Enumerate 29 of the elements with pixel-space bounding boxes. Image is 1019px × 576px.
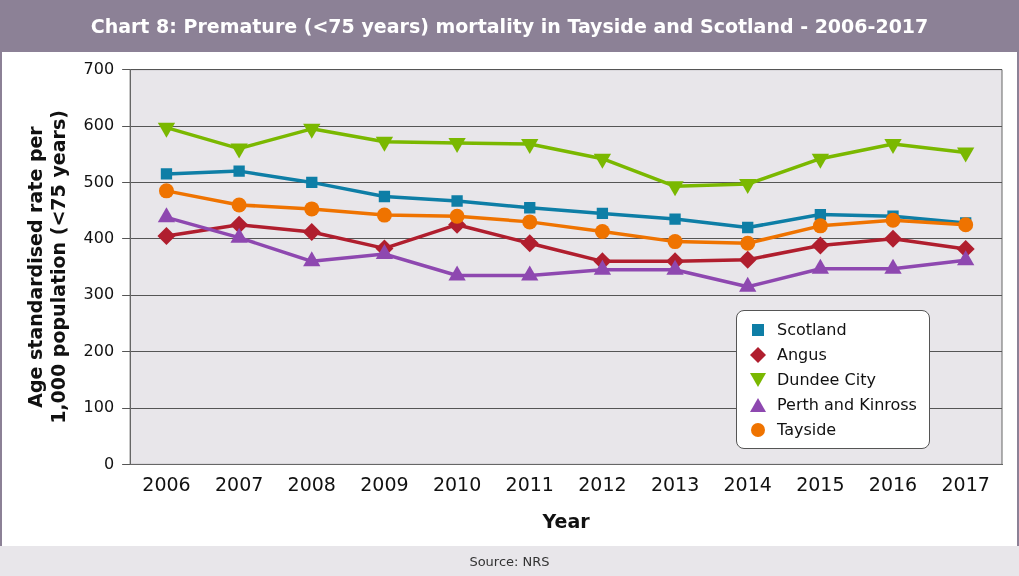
x-tick-label: 2015 xyxy=(796,472,845,495)
y-tick-label: 100 xyxy=(83,397,115,417)
y-tick-label: 300 xyxy=(83,284,115,304)
y-tick-label: 500 xyxy=(83,171,115,191)
y-axis-title: Age standardised rate per 1,000 population (<75 years) xyxy=(24,110,70,424)
x-tick-label: 2016 xyxy=(868,472,918,495)
legend-label: Dundee City xyxy=(777,370,876,390)
x-tick-label: 2017 xyxy=(941,472,990,495)
y-tick-label: 700 xyxy=(83,58,115,78)
x-tick-label: 2010 xyxy=(432,472,482,495)
y-tick-label: 0 xyxy=(103,453,115,473)
x-axis-title: Year xyxy=(541,509,591,532)
x-tick-label: 2009 xyxy=(360,472,409,495)
x-tick-label: 2012 xyxy=(578,472,627,495)
y-tick-label: 400 xyxy=(83,227,115,247)
x-tick-label: 2008 xyxy=(287,472,336,495)
legend-label: Scotland xyxy=(777,320,847,340)
y-tick-label: 600 xyxy=(83,115,115,135)
x-tick-label: 2013 xyxy=(650,472,700,495)
source-note: Source: NRS xyxy=(0,546,1019,576)
legend-label: Angus xyxy=(777,345,827,365)
legend-label: Tayside xyxy=(777,420,837,440)
x-tick-label: 2007 xyxy=(214,472,264,495)
x-tick-label: 2006 xyxy=(142,472,191,495)
x-tick-label: 2011 xyxy=(505,472,554,495)
x-tick-label: 2014 xyxy=(723,472,772,495)
chart-title: Chart 8: Premature (<75 years) mortality in Tayside and Scotland - 2006-2017 xyxy=(0,0,1019,52)
legend-label: Perth and Kinross xyxy=(777,395,917,415)
y-tick-label: 200 xyxy=(83,340,115,360)
